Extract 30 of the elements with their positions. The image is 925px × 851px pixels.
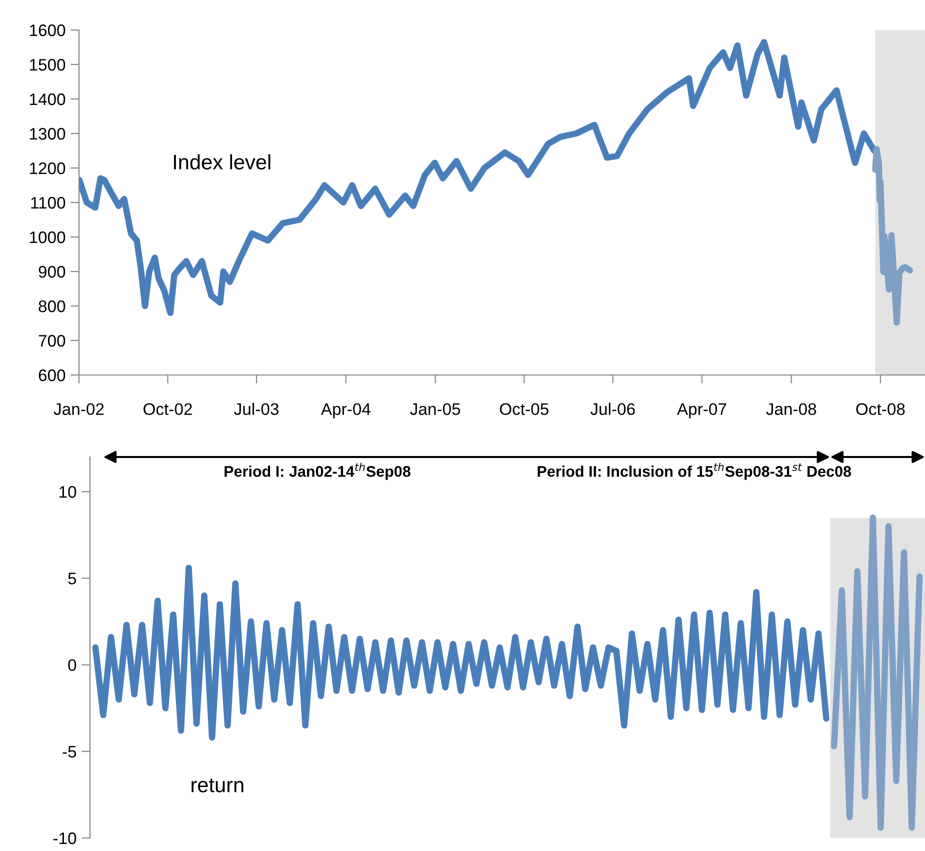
y-tick-label: 1200 xyxy=(30,162,66,174)
annotation: return xyxy=(192,778,244,792)
y-tick-label: 5 xyxy=(68,572,76,584)
y-tick-label: 1000 xyxy=(30,231,66,244)
y-tick-label: 1400 xyxy=(30,93,66,106)
x-tick-label: Oct-05 xyxy=(500,403,548,416)
x-tick-label: Jul-03 xyxy=(234,402,278,416)
annotation: Period II: Inclusion of 15$^{th}$Sep08-31$^{st}$ Dec08 xyxy=(538,462,852,480)
x-tick-label: Jan-08 xyxy=(766,403,816,416)
y-tick-label: 800 xyxy=(38,300,66,312)
y-tick-label: 1100 xyxy=(31,196,66,209)
y-tick-label: 10 xyxy=(60,486,76,498)
y-tick-label: 0 xyxy=(68,659,76,672)
y-tick-label: 1600 xyxy=(30,24,66,36)
x-tick-label: Jul-06 xyxy=(590,402,635,416)
y-tick-label: 900 xyxy=(38,266,66,278)
x-tick-label: Oct-02 xyxy=(144,403,192,416)
x-tick-label: Jan-02 xyxy=(54,403,104,416)
y-tick-label: 600 xyxy=(38,369,66,382)
annotation: Index level xyxy=(174,154,270,170)
y-tick-label: 1300 xyxy=(30,128,66,140)
y-tick-label: 1500 xyxy=(30,58,66,71)
y-tick-label: 700 xyxy=(38,334,66,347)
annotation: Period I: Jan02-14$^{th}$Sep08 xyxy=(224,462,410,480)
x-tick-label: Apr-07 xyxy=(676,403,726,418)
y-tick-label: -10 xyxy=(53,832,76,844)
x-tick-label: Jan-05 xyxy=(410,403,460,416)
x-tick-label: Apr-04 xyxy=(320,403,370,418)
y-tick-label: -5 xyxy=(62,746,76,758)
x-tick-label: Oct-08 xyxy=(856,403,905,416)
